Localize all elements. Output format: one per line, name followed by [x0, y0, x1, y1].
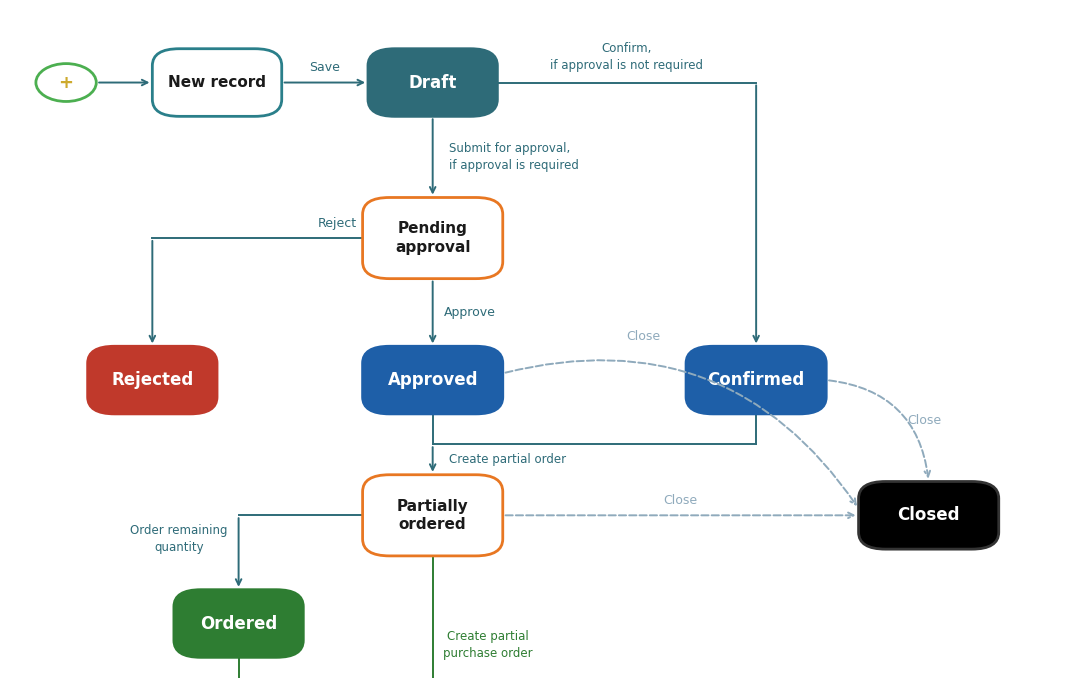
Text: Create partial
purchase order: Create partial purchase order — [443, 630, 533, 660]
Text: +: + — [58, 73, 74, 92]
FancyBboxPatch shape — [174, 589, 304, 657]
FancyBboxPatch shape — [368, 49, 497, 116]
Text: Partially
ordered: Partially ordered — [397, 498, 468, 532]
Text: Submit for approval,
if approval is required: Submit for approval, if approval is requ… — [449, 142, 578, 172]
Text: New record: New record — [168, 75, 266, 90]
Circle shape — [36, 64, 96, 101]
FancyBboxPatch shape — [362, 346, 503, 414]
Text: Save: Save — [309, 61, 341, 75]
Text: Close: Close — [664, 494, 697, 507]
Text: Create partial order: Create partial order — [449, 453, 566, 466]
Text: Order remaining
quantity: Order remaining quantity — [131, 524, 228, 554]
FancyBboxPatch shape — [858, 481, 999, 549]
Text: Confirm,
if approval is not required: Confirm, if approval is not required — [550, 42, 704, 73]
Text: Close: Close — [626, 330, 660, 343]
Text: Closed: Closed — [897, 507, 960, 524]
Text: Ordered: Ordered — [200, 614, 277, 633]
FancyBboxPatch shape — [362, 475, 503, 556]
Text: Pending
approval: Pending approval — [395, 221, 470, 255]
Text: Confirmed: Confirmed — [708, 371, 804, 389]
FancyBboxPatch shape — [362, 198, 503, 278]
FancyBboxPatch shape — [152, 49, 282, 116]
Text: Approved: Approved — [387, 371, 478, 389]
FancyBboxPatch shape — [88, 346, 217, 414]
Text: Draft: Draft — [409, 73, 457, 92]
FancyBboxPatch shape — [686, 346, 826, 414]
Text: Rejected: Rejected — [111, 371, 193, 389]
Text: Reject: Reject — [318, 217, 357, 230]
Text: Close: Close — [907, 414, 942, 427]
Text: Approve: Approve — [443, 306, 495, 319]
